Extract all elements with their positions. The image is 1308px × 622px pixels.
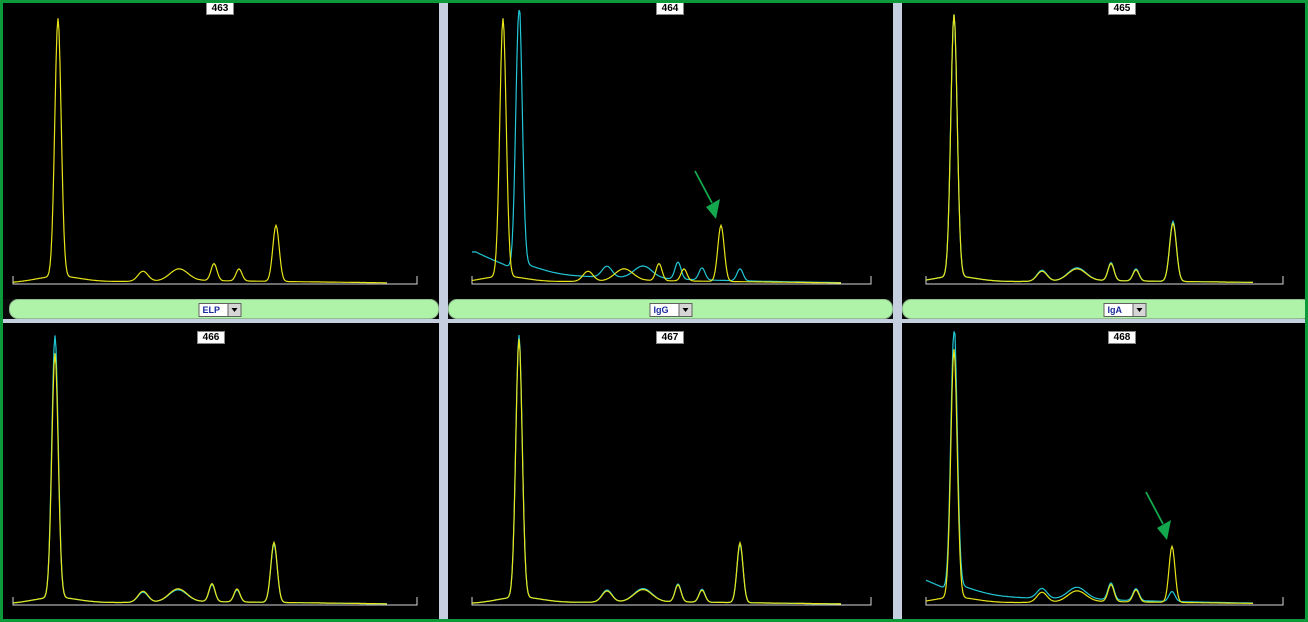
sample-trace: [925, 14, 1253, 283]
trace-plot: [471, 9, 872, 285]
column-divider: [439, 3, 448, 619]
dropdown-arrow-icon[interactable]: [227, 304, 241, 316]
trace-plot: [12, 335, 418, 606]
sample-trace: [13, 18, 387, 284]
reference-trace: [12, 335, 387, 605]
trace-panel-467: 467: [448, 323, 893, 619]
baseline-axis: [12, 276, 418, 285]
trace-panel-463: 463: [3, 3, 439, 299]
baseline-axis: [471, 597, 872, 606]
fraction-select-igg[interactable]: IgG: [649, 303, 693, 317]
trace-plot: [471, 335, 872, 606]
select-value: IgA: [1107, 305, 1123, 315]
sample-trace: [925, 349, 1253, 604]
baseline-axis: [925, 276, 1284, 285]
reference-trace: [925, 331, 1253, 604]
sample-id-label: 464: [656, 3, 684, 15]
reference-trace: [925, 14, 1253, 283]
row-divider: [3, 319, 1305, 323]
baseline-axis: [12, 597, 418, 606]
arrow-icon: [1145, 491, 1171, 540]
selector-bar-right: IgA: [902, 299, 1305, 319]
trace-panel-465: 465: [902, 3, 1305, 299]
reference-trace: [471, 9, 841, 284]
sample-trace: [12, 353, 387, 605]
select-value: IgG: [653, 305, 669, 315]
sample-id-label: 463: [206, 3, 234, 15]
selector-bar-left: ELP: [9, 299, 439, 319]
reference-trace: [471, 335, 841, 605]
trace-panel-464: 464: [448, 3, 893, 299]
fraction-select-iga[interactable]: IgA: [1103, 303, 1147, 317]
sample-trace: [471, 339, 841, 605]
trace-plot: [925, 14, 1284, 285]
dropdown-arrow-icon[interactable]: [678, 304, 692, 316]
trace-panel-468: 468: [902, 323, 1305, 619]
sample-id-label: 468: [1108, 331, 1136, 344]
trace-panel-466: 466: [3, 323, 439, 619]
column-divider: [893, 3, 902, 619]
sample-id-label: 465: [1108, 3, 1136, 15]
trace-plot: [12, 18, 418, 285]
sample-trace: [471, 18, 841, 284]
trace-plot: [925, 331, 1284, 606]
fraction-select-elp[interactable]: ELP: [198, 303, 242, 317]
selector-bar-middle: IgG: [448, 299, 893, 319]
select-value: ELP: [202, 305, 221, 315]
dropdown-arrow-icon[interactable]: [1132, 304, 1146, 316]
sample-id-label: 466: [197, 331, 225, 344]
arrow-icon: [694, 170, 720, 219]
sample-id-label: 467: [656, 331, 684, 344]
